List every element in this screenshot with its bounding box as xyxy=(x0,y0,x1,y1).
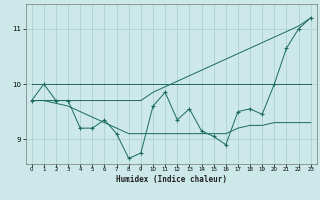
X-axis label: Humidex (Indice chaleur): Humidex (Indice chaleur) xyxy=(116,175,227,184)
